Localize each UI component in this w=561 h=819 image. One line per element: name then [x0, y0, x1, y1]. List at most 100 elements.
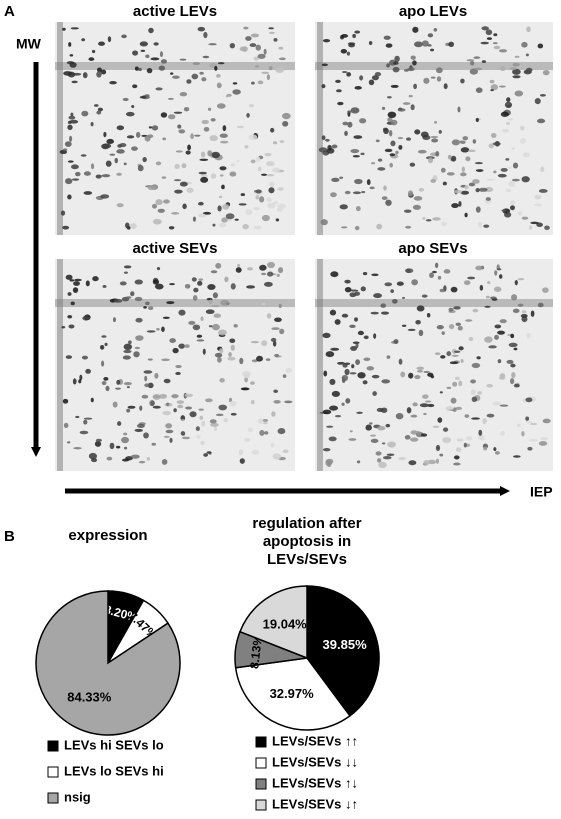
gel-spot [352, 155, 360, 158]
gel-spot [504, 211, 512, 218]
gel-spot [170, 72, 174, 75]
gel-spot [441, 221, 447, 227]
gel-spot [150, 400, 155, 407]
gel-spot [197, 26, 206, 32]
gel-spot [509, 67, 517, 71]
gel-spot [456, 438, 464, 442]
gel-spot [423, 412, 427, 416]
legend-swatch [47, 766, 59, 778]
gel-spot [106, 138, 115, 144]
gel-spot [519, 138, 527, 144]
gel-spot [261, 340, 268, 347]
gel-spot [544, 225, 550, 230]
gel-spot [69, 279, 75, 282]
gel-spot [397, 108, 406, 112]
gel-spot [243, 26, 249, 30]
gel-spot [433, 27, 438, 32]
gel-spot [72, 287, 79, 293]
gel-spot [223, 417, 228, 423]
gel-spot [539, 94, 546, 97]
gel-spot [225, 95, 229, 98]
gel-spot [362, 380, 368, 385]
gel-spot [404, 69, 409, 72]
gel-spot [83, 171, 91, 176]
gel-spot [474, 162, 483, 165]
gel-spot [210, 422, 219, 427]
gel-spot [450, 286, 458, 293]
gel-spot [534, 97, 541, 105]
gel-spot [475, 169, 484, 172]
gel-spot [261, 302, 266, 306]
gel-spot [461, 166, 466, 173]
gel-spot [375, 139, 380, 143]
gel-spot [250, 159, 256, 164]
gel-streak [55, 62, 295, 70]
gel-spot [162, 137, 167, 141]
gel-spot [521, 310, 527, 314]
gel-spot [268, 27, 274, 30]
gel-spot [418, 329, 424, 337]
gel-spot [497, 359, 502, 364]
gel-spot [176, 400, 185, 404]
gel-spot [196, 339, 205, 342]
gel-spot [67, 194, 72, 200]
gel-spot [180, 431, 186, 436]
gel-spot [427, 459, 437, 465]
gel-spot [185, 406, 192, 410]
gel-spot [167, 114, 176, 120]
gel-spot [250, 341, 260, 344]
gel-spot [97, 107, 104, 112]
gel-spot [60, 210, 66, 216]
gel-spot [376, 223, 383, 230]
gel-spot [486, 178, 495, 181]
gel-spot [354, 291, 361, 296]
gel-spot [420, 433, 428, 437]
gel-spot [67, 160, 74, 163]
gel-spot [144, 375, 148, 382]
gel-spot [241, 387, 249, 390]
gel-spot [395, 413, 404, 420]
gel-spot [67, 441, 71, 444]
gel-spot [90, 397, 94, 403]
gel-spot [147, 358, 153, 361]
gel-spot [136, 423, 145, 428]
gel-spot [430, 178, 436, 183]
gel-spot [126, 408, 131, 413]
gel-spot [130, 223, 137, 230]
gel-spot [200, 176, 209, 183]
gel-spot [475, 265, 483, 271]
gel-spot [412, 60, 417, 66]
gel-spot [90, 121, 94, 127]
gel-spot [499, 404, 509, 407]
gel-spot [346, 72, 352, 77]
gel-spot [542, 287, 549, 293]
gel-spot [235, 267, 242, 273]
gel-spot [383, 185, 387, 191]
gel-spot [67, 315, 73, 319]
gel-spot [375, 451, 382, 456]
gel-spot [278, 303, 282, 309]
gel-spot [220, 140, 229, 144]
gel-spot [222, 204, 230, 210]
gel-spot [347, 110, 353, 113]
gel-spot [255, 156, 261, 162]
gel-spot [189, 411, 197, 418]
gel-spot [526, 420, 533, 424]
gel-spot [113, 299, 123, 303]
gel-spot [270, 442, 275, 448]
value-label: 32.97% [270, 686, 315, 701]
gel-spot [134, 66, 139, 71]
gel-spot [326, 425, 334, 428]
gel-spot [88, 57, 95, 61]
gel-spot [227, 218, 232, 222]
gel-spot [467, 149, 476, 152]
gel-spot [432, 425, 440, 428]
gel-spot [205, 398, 213, 403]
gel-spot [370, 438, 379, 444]
gel-spot [71, 80, 78, 84]
gel-spot [538, 441, 548, 446]
gel-spot [272, 340, 277, 347]
gel-spot [183, 107, 190, 112]
gel-spot [406, 407, 412, 414]
